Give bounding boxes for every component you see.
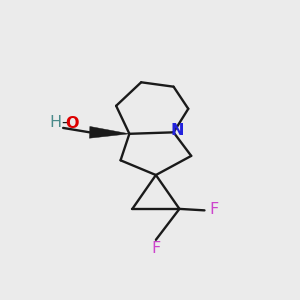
Text: F: F bbox=[210, 202, 219, 217]
Text: H: H bbox=[50, 115, 62, 130]
Text: O: O bbox=[65, 116, 78, 131]
Text: N: N bbox=[171, 123, 184, 138]
Polygon shape bbox=[89, 126, 129, 138]
Text: F: F bbox=[151, 241, 160, 256]
Text: -: - bbox=[61, 115, 67, 130]
